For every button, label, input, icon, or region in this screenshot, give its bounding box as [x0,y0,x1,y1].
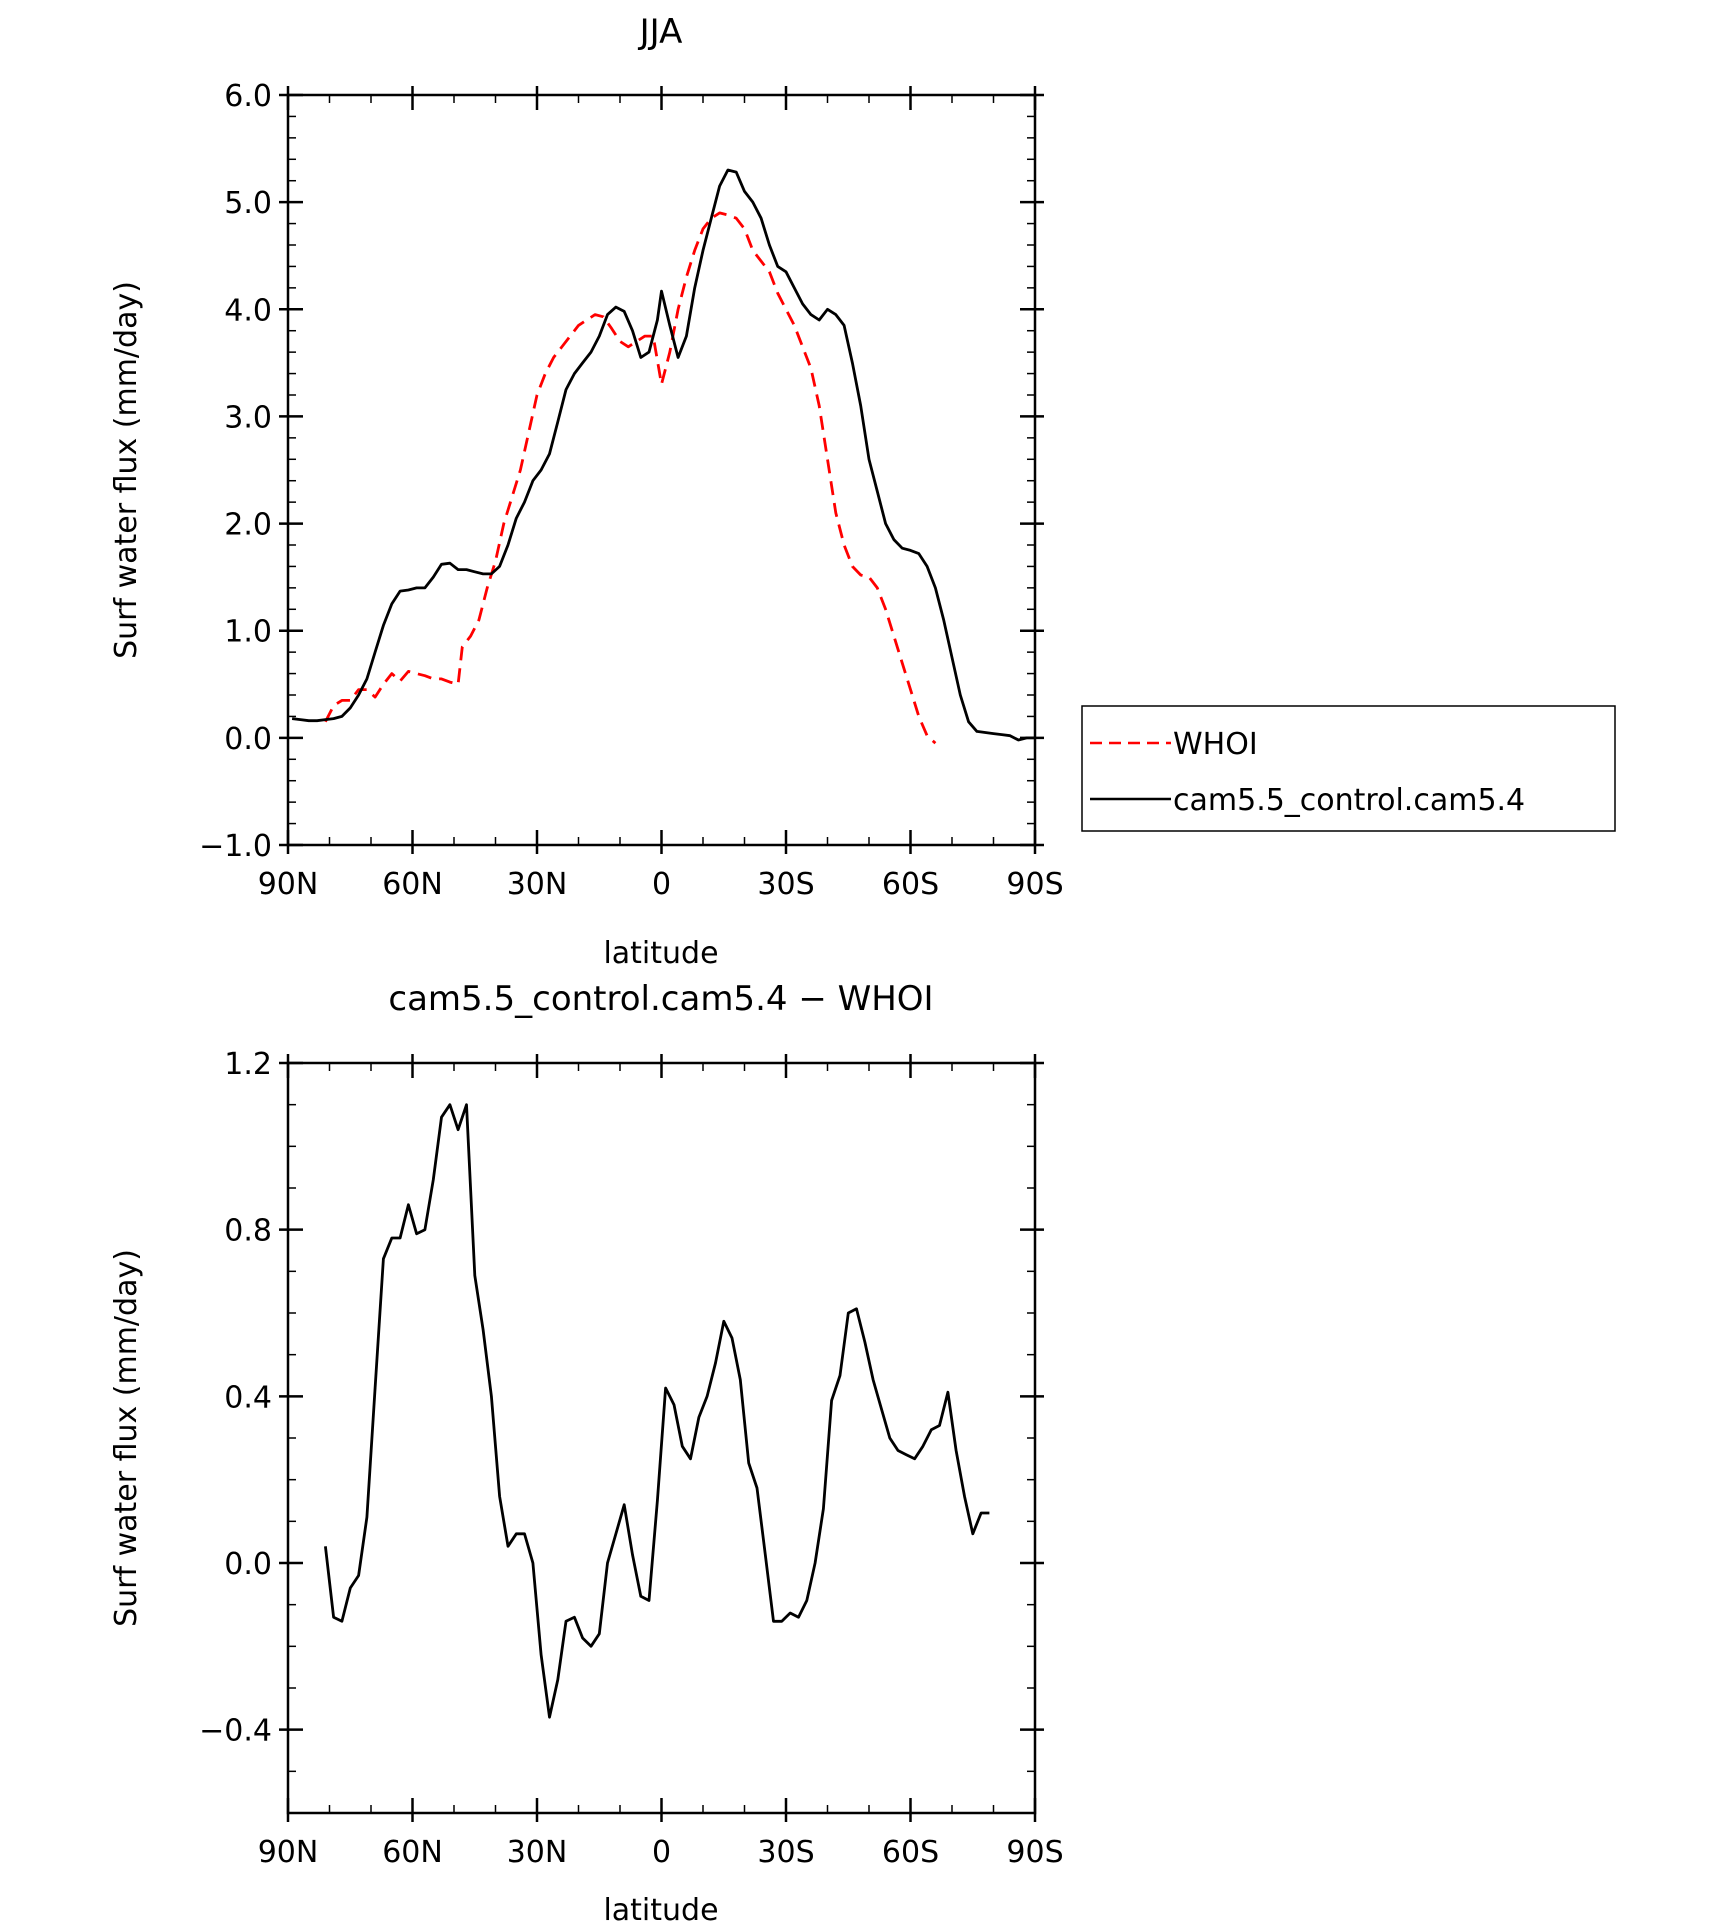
bottom-minor-ticks [279,1054,1044,1822]
bottom-x-axis-title: latitude [603,1893,718,1922]
x-tick-label: 60N [382,867,443,902]
y-tick-label: 0.0 [224,722,272,757]
legend-entry-cam55: cam5.5_control.cam5.4 [1090,783,1525,818]
legend-label-whoi: WHOI [1173,727,1258,762]
legend-label-cam55: cam5.5_control.cam5.4 [1173,783,1525,818]
y-tick-label: 3.0 [224,400,272,435]
x-tick-label: 30S [757,867,814,902]
bottom-panel: cam5.5_control.cam5.4 − WHOI −0.4 0.0 0.4 0… [109,979,1064,1922]
x-tick-label: 30S [757,1835,814,1870]
x-tick-label: 90S [1006,1835,1063,1870]
x-tick-label: 90S [1006,867,1063,902]
x-tick-label: 30N [507,867,568,902]
top-chart-title: JJA [638,12,683,52]
y-tick-label: 0.8 [224,1214,272,1249]
y-tick-label: 4.0 [224,293,272,328]
y-tick-label: −0.4 [199,1714,272,1749]
bottom-chart-title: cam5.5_control.cam5.4 − WHOI [388,979,933,1019]
y-tick-label: 0.0 [224,1547,272,1582]
x-tick-label: 60S [882,1835,939,1870]
bottom-y-axis-title: Surf water flux (mm/day) [109,1249,144,1627]
series-line-cam5-5-control-cam5-4 [291,168,1035,742]
top-series-group [291,168,1035,745]
y-tick-label: 1.2 [224,1047,272,1082]
top-minor-ticks [279,86,1044,854]
top-plot-frame [286,93,1037,847]
y-tick-label: 5.0 [224,186,272,221]
legend: WHOI cam5.5_control.cam5.4 [1081,705,1616,832]
bottom-x-tick-labels: 90N 60N 30N 0 30S 60S 90S [258,1835,1064,1870]
x-tick-label: 90N [258,1835,319,1870]
bottom-y-tick-labels: −0.4 0.0 0.4 0.8 1.2 [199,1047,272,1749]
top-y-axis-title: Surf water flux (mm/day) [109,281,144,659]
legend-entry-whoi: WHOI [1090,727,1258,762]
top-panel: JJA −1.0 0.0 1.0 2.0 3.0 4.0 5.0 6.0 90N 60N 30N 0… [109,12,1064,971]
y-tick-label: −1.0 [199,829,272,864]
top-x-tick-labels: 90N 60N 30N 0 30S 60S 90S [258,867,1064,902]
y-tick-label: 2.0 [224,508,272,543]
x-tick-label: 30N [507,1835,568,1870]
top-x-axis-title: latitude [603,936,718,971]
bottom-plot-frame [286,1061,1037,1815]
x-tick-label: 60N [382,1835,443,1870]
y-tick-label: 0.4 [224,1380,272,1415]
x-tick-label: 90N [258,867,319,902]
x-tick-label: 60S [882,867,939,902]
y-tick-label: 6.0 [224,79,272,114]
x-tick-label: 0 [652,867,671,902]
legend-box [1081,705,1616,832]
y-tick-label: 1.0 [224,615,272,650]
series-line-whoi [324,211,937,745]
x-tick-label: 0 [652,1835,671,1870]
series-line-cam5-5-control-cam5-4-whoi [324,1103,990,1719]
top-y-tick-labels: −1.0 0.0 1.0 2.0 3.0 4.0 5.0 6.0 [199,79,272,864]
bottom-series-group [324,1103,990,1719]
